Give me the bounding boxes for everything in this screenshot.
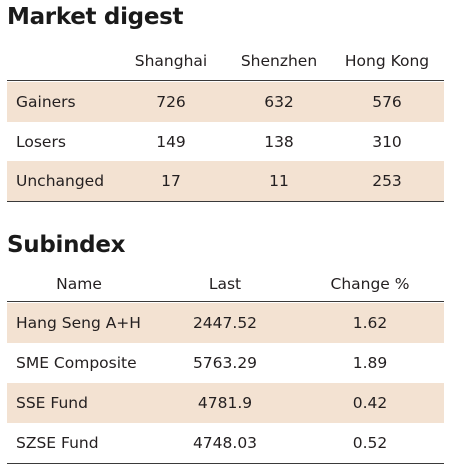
cell-hong-kong: 253 — [372, 172, 402, 190]
column-header-change: Change % — [330, 275, 410, 293]
table-row-losers: Losers 149 138 310 — [7, 122, 444, 162]
cell-hong-kong: 310 — [372, 133, 402, 151]
cell-change: 1.62 — [352, 314, 388, 332]
row-label: Gainers — [16, 93, 76, 111]
column-header-name: Name — [56, 275, 102, 293]
table-row-gainers: Gainers 726 632 576 — [7, 82, 444, 122]
market-digest-title: Market digest — [7, 4, 184, 30]
cell-change: 0.52 — [352, 434, 388, 452]
cell-last: 2447.52 — [192, 314, 258, 332]
column-header-shenzhen: Shenzhen — [240, 52, 318, 70]
row-name: SME Composite — [16, 354, 137, 372]
row-name: Hang Seng A+H — [16, 314, 141, 332]
subindex-title: Subindex — [7, 232, 126, 258]
cell-change: 1.89 — [352, 354, 388, 372]
subindex-header: Name Last Change % — [7, 271, 444, 297]
subindex-top-rule — [7, 301, 444, 302]
market-digest-top-rule — [7, 80, 444, 81]
cell-last: 5763.29 — [192, 354, 258, 372]
cell-last: 4781.9 — [197, 394, 253, 412]
market-digest-bottom-rule — [7, 201, 444, 202]
column-header-last: Last — [208, 275, 242, 293]
cell-hong-kong: 576 — [372, 93, 402, 111]
row-label: Unchanged — [16, 172, 105, 190]
cell-shanghai: 17 — [161, 172, 181, 190]
market-digest-header: Shanghai Shenzhen Hong Kong — [7, 48, 444, 74]
cell-shenzhen: 138 — [264, 133, 294, 151]
cell-shenzhen: 632 — [264, 93, 294, 111]
cell-change: 0.42 — [352, 394, 388, 412]
row-name: SZSE Fund — [16, 434, 99, 452]
column-header-shanghai: Shanghai — [134, 52, 208, 70]
cell-shanghai: 726 — [156, 93, 186, 111]
table-row-unchanged: Unchanged 17 11 253 — [7, 161, 444, 201]
cell-last: 4748.03 — [192, 434, 258, 452]
cell-shenzhen: 11 — [269, 172, 289, 190]
subindex-bottom-rule — [7, 463, 444, 464]
cell-shanghai: 149 — [156, 133, 186, 151]
table-row-sse-fund: SSE Fund 4781.9 0.42 — [7, 383, 444, 423]
table-row-szse-fund: SZSE Fund 4748.03 0.52 — [7, 423, 444, 463]
row-name: SSE Fund — [16, 394, 88, 412]
column-header-hong-kong: Hong Kong — [344, 52, 430, 70]
table-row-sme-composite: SME Composite 5763.29 1.89 — [7, 343, 444, 383]
row-label: Losers — [16, 133, 66, 151]
table-row-hang-seng-ah: Hang Seng A+H 2447.52 1.62 — [7, 303, 444, 343]
